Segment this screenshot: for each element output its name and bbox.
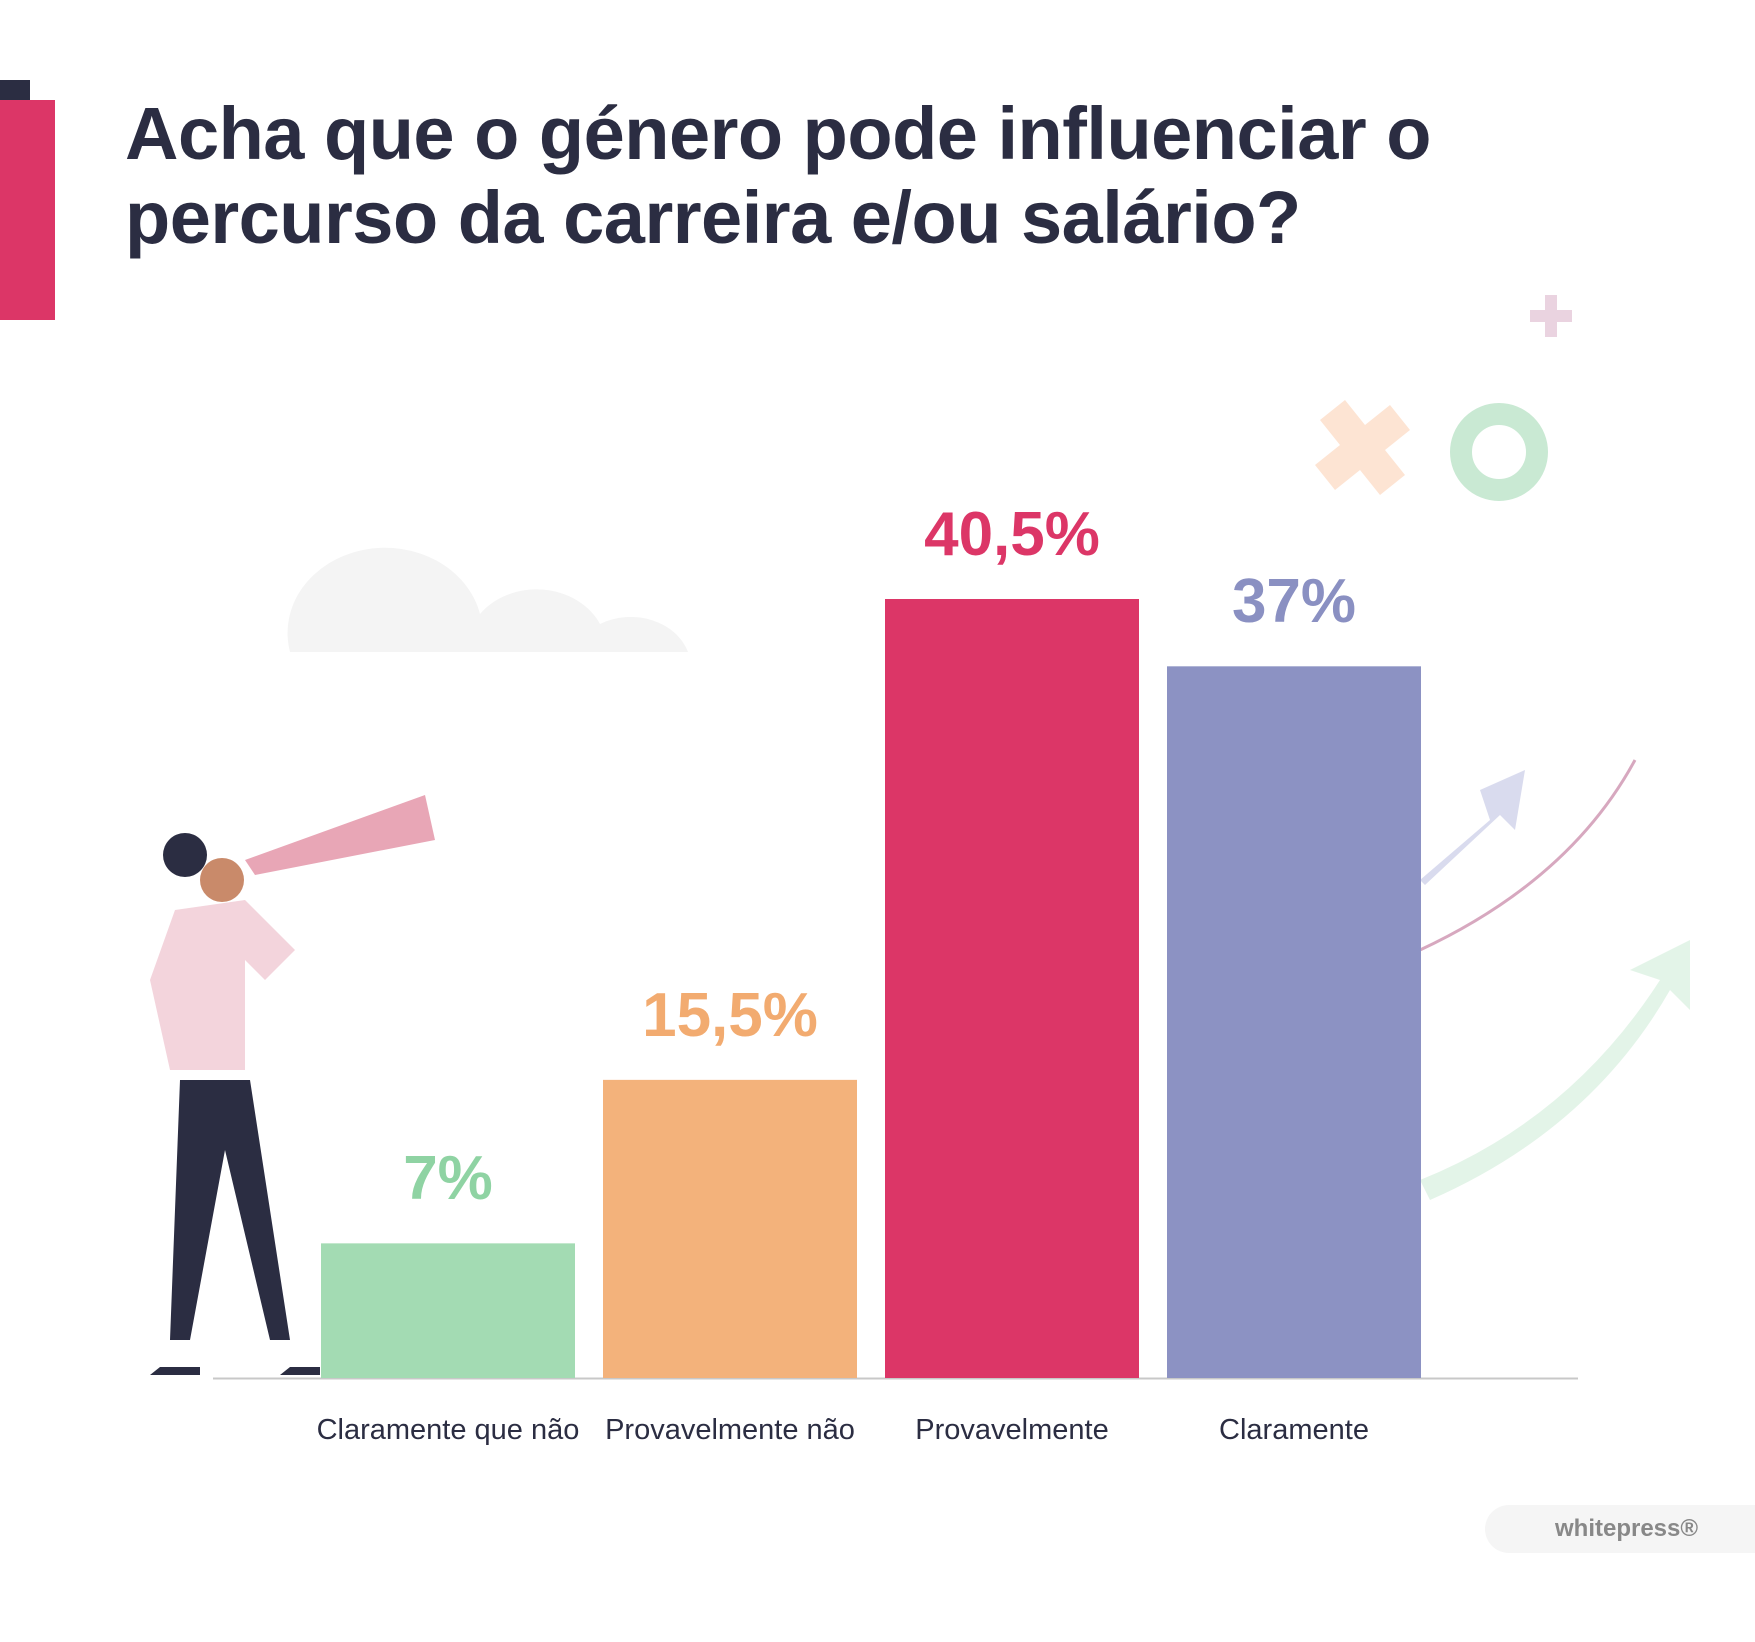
cloud <box>287 547 688 652</box>
logo: whitepress® <box>1485 1505 1755 1553</box>
decor <box>1420 770 1525 885</box>
person <box>150 795 435 1375</box>
x-tick-label: Provavelmente não <box>605 1414 855 1446</box>
bar <box>885 599 1139 1378</box>
bar <box>321 1243 575 1378</box>
decor <box>1530 295 1572 337</box>
chart-title: Acha que o género pode influenciar o per… <box>125 92 1431 259</box>
decor <box>1315 400 1410 495</box>
x-tick-label: Claramente <box>1219 1414 1369 1446</box>
value-label: 37% <box>1231 567 1357 637</box>
x-tick-label: Claramente que não <box>316 1414 580 1446</box>
value-label: 7% <box>403 1144 493 1214</box>
bar <box>603 1079 857 1378</box>
decor <box>1420 940 1690 1200</box>
decor <box>0 100 55 320</box>
value-label: 40,5% <box>924 500 1100 569</box>
bar <box>1167 666 1421 1378</box>
value-label: 15,5% <box>642 980 818 1050</box>
decor <box>1450 403 1548 501</box>
decor <box>1419 759 1637 952</box>
x-tick-label: Provavelmente <box>915 1414 1109 1446</box>
